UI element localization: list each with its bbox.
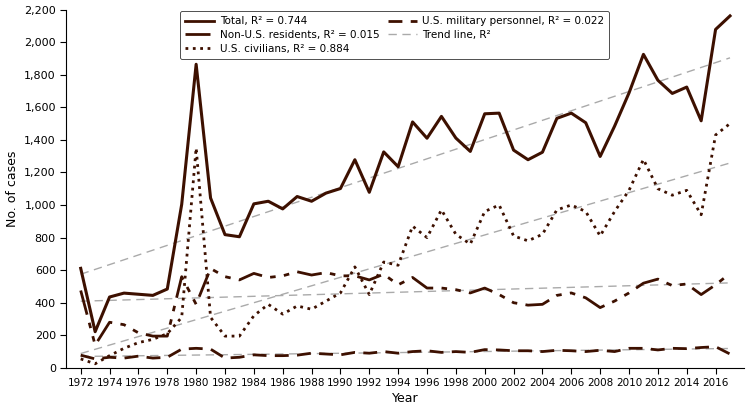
Legend: Total, R² = 0.744, Non-U.S. residents, R² = 0.015, U.S. civilians, R² = 0.884, U: Total, R² = 0.744, Non-U.S. residents, R… [180, 11, 609, 59]
X-axis label: Year: Year [392, 393, 418, 405]
Y-axis label: No. of cases: No. of cases [5, 150, 19, 227]
